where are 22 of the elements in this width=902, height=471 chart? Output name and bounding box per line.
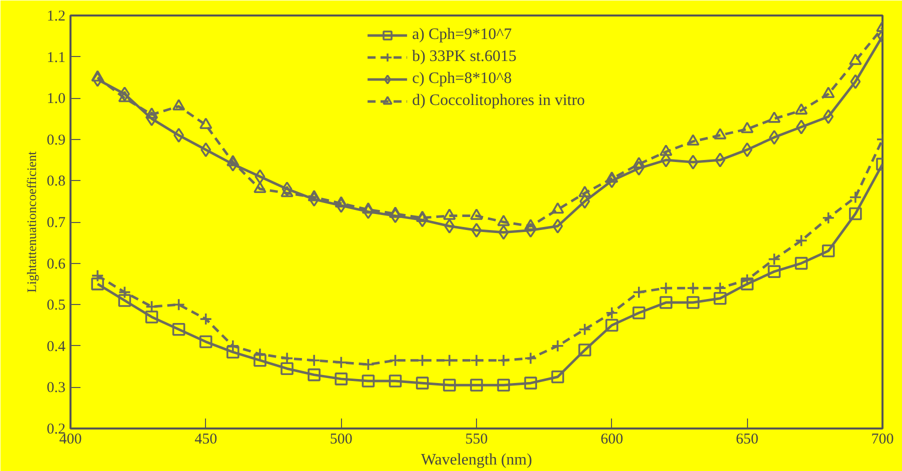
x-tick-label: 650: [736, 432, 758, 448]
legend-label: d) Coccolitophores in vitro: [412, 92, 585, 110]
x-axis-title: Wavelength (nm): [420, 452, 532, 468]
y-tick-label: 0.9: [46, 132, 66, 148]
x-tick-label: 500: [330, 432, 352, 448]
y-tick-label: 1.2: [46, 8, 66, 24]
x-tick-label: 600: [600, 432, 624, 448]
x-tick-label: 550: [465, 432, 488, 448]
legend-label: b) 33PK st.6015: [412, 48, 517, 66]
x-tick-label: 700: [871, 432, 894, 448]
y-tick-label: 0.6: [46, 256, 66, 272]
y-tick-label: 0.7: [46, 215, 66, 231]
legend-label: a) Cph=9*10^7: [412, 26, 512, 44]
y-tick-label: 1.0: [46, 91, 66, 108]
y-tick-label: 0.4: [46, 338, 66, 355]
y-tick-label: 0.8: [46, 174, 66, 190]
y-tick-label: 0.3: [46, 380, 66, 396]
x-tick-label: 450: [194, 432, 218, 448]
y-axis-title: Lightattenuationcoefficient: [24, 150, 39, 293]
y-tick-label: 1.1: [46, 50, 66, 66]
legend-label: c) Cph=8*10^8: [412, 70, 512, 88]
y-tick-label: 0.5: [46, 298, 66, 314]
